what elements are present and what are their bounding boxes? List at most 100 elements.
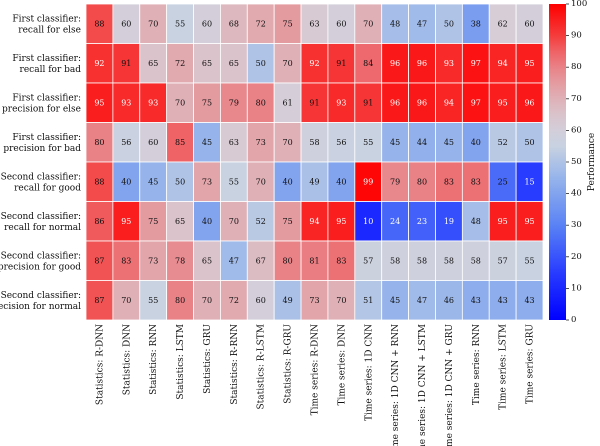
cell-value-label: 91 xyxy=(309,98,319,107)
cell-value-label: 50 xyxy=(524,138,534,147)
heatmap-cell xyxy=(220,82,248,123)
heatmap-cell xyxy=(85,43,114,84)
cell-value-label: 78 xyxy=(175,256,185,265)
colorbar-tick-label: 100 xyxy=(571,0,587,9)
row-label: First classifier: recall for else xyxy=(12,14,81,35)
cell-value-label: 96 xyxy=(524,98,534,107)
cell-value-label: 48 xyxy=(390,19,400,28)
heatmap-cell xyxy=(273,122,302,163)
cell-value-label: 49 xyxy=(309,177,319,186)
cell-value-label: 95 xyxy=(498,217,508,226)
cell-value-label: 60 xyxy=(524,19,534,28)
cell-value-label: 70 xyxy=(148,19,158,28)
heatmap-cell xyxy=(220,3,248,44)
column-label: Statistics: RNN xyxy=(149,324,159,395)
heatmap-cell xyxy=(112,122,141,163)
cell-value-label: 91 xyxy=(363,98,373,107)
cell-value-label: 60 xyxy=(148,138,158,147)
cell-value-label: 75 xyxy=(283,19,293,28)
colorbar-gradient xyxy=(549,4,566,320)
column-label: Time series: 1D CNN + GRU xyxy=(445,324,455,446)
cell-value-label: 72 xyxy=(256,19,266,28)
column-label: Time series: DNN xyxy=(337,324,347,406)
heatmap-cell xyxy=(246,280,275,321)
heatmap-cell xyxy=(488,3,517,44)
heatmap-cell xyxy=(381,3,409,44)
cell-value-label: 65 xyxy=(202,256,212,265)
heatmap-cell xyxy=(488,161,517,202)
heatmap-cell xyxy=(408,161,436,202)
cell-value-label: 73 xyxy=(309,296,319,305)
heatmap-cell xyxy=(435,240,463,281)
heatmap-cell xyxy=(246,161,275,202)
cell-value-label: 57 xyxy=(498,256,508,265)
cell-value-label: 45 xyxy=(148,177,158,186)
heatmap-cell xyxy=(381,82,409,123)
cell-value-label: 65 xyxy=(202,59,212,68)
cell-value-label: 96 xyxy=(417,98,427,107)
cell-value-label: 19 xyxy=(444,217,454,226)
heatmap-cell xyxy=(166,280,194,321)
row-label: Second classifier: recall for normal xyxy=(1,212,82,233)
row-label: Second classifier:precision for normal xyxy=(0,291,81,312)
heatmap-cell xyxy=(166,43,194,84)
heatmap-cell xyxy=(408,240,436,281)
heatmap-cell xyxy=(515,3,544,44)
cell-value-label: 60 xyxy=(256,296,266,305)
cell-value-label: 51 xyxy=(363,296,373,305)
cell-value-label: 23 xyxy=(417,217,427,226)
cell-value-label: 75 xyxy=(148,217,158,226)
heatmap-cell xyxy=(112,201,141,242)
cell-value-label: 63 xyxy=(309,19,319,28)
cell-value-label: 70 xyxy=(283,59,293,68)
heatmap-cell xyxy=(515,82,544,123)
cell-value-label: 83 xyxy=(444,177,454,186)
heatmap-cell xyxy=(515,122,544,163)
heatmap-cell xyxy=(515,161,544,202)
heatmap-cell xyxy=(273,240,302,281)
cell-value-label: 80 xyxy=(175,296,185,305)
heatmap-cell xyxy=(408,122,436,163)
column-label: Statistics: R-LSTM xyxy=(257,324,267,410)
heatmap-cell xyxy=(220,161,248,202)
cell-value-label: 58 xyxy=(471,256,481,265)
cell-value-label: 80 xyxy=(417,177,427,186)
row-label: Second classifier: recall for good xyxy=(1,172,82,193)
heatmap-cell xyxy=(139,43,168,84)
heatmap-cell xyxy=(166,122,194,163)
cell-value-label: 70 xyxy=(256,177,266,186)
cell-value-label: 95 xyxy=(336,217,346,226)
heatmap-cell xyxy=(327,3,356,44)
cell-value-label: 50 xyxy=(256,59,266,68)
colorbar: 0 10 20 30 40 50 60 70 80 90 100 Performance xyxy=(549,0,597,325)
row-label: First classifier: recall for bad xyxy=(12,54,81,75)
heatmap-cell xyxy=(85,3,114,44)
cell-value-label: 56 xyxy=(336,138,346,147)
column-label: Statistics: R-RNN xyxy=(230,324,240,405)
heatmap-cell xyxy=(193,43,221,84)
cell-value-label: 84 xyxy=(363,59,373,68)
heatmap-cell xyxy=(327,280,356,321)
colorbar-tick-label: 30 xyxy=(571,220,582,230)
colorbar-tick-label: 60 xyxy=(571,125,582,135)
heatmap-cell xyxy=(381,201,409,242)
heatmap-cell xyxy=(354,280,383,321)
column-labels: Statistics: R-DNN Statistics: DNN Statisti… xyxy=(95,324,535,446)
cell-value-label: 60 xyxy=(336,19,346,28)
cell-value-label: 75 xyxy=(202,98,212,107)
heatmap-cell xyxy=(193,280,221,321)
colorbar-tick-label: 90 xyxy=(571,31,582,41)
heatmap-cell xyxy=(220,240,248,281)
cell-value-label: 43 xyxy=(498,296,508,305)
colorbar-tick-label: 80 xyxy=(571,62,582,72)
cell-value-label: 80 xyxy=(94,138,104,147)
heatmap-cell xyxy=(408,82,436,123)
heatmap-cell xyxy=(327,240,356,281)
cell-value-label: 94 xyxy=(498,59,508,68)
cell-value-label: 70 xyxy=(229,217,239,226)
heatmap-cell xyxy=(300,280,329,321)
cell-value-label: 96 xyxy=(390,98,400,107)
cell-value-label: 97 xyxy=(471,98,481,107)
cell-value-label: 61 xyxy=(283,98,293,107)
